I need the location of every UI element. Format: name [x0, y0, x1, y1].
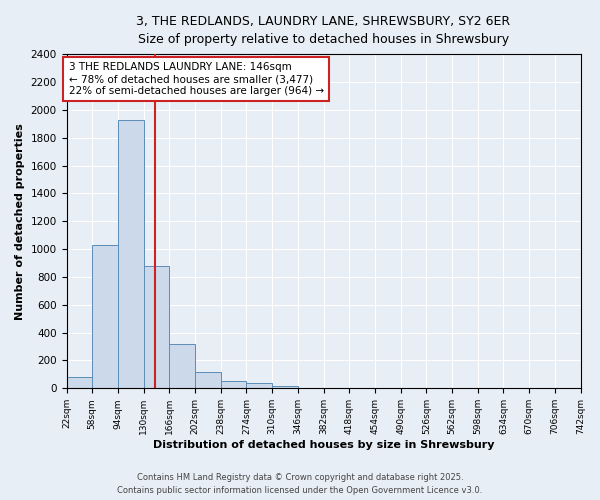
Bar — [143, 266, 169, 388]
Y-axis label: Number of detached properties: Number of detached properties — [15, 123, 25, 320]
Bar — [247, 384, 272, 388]
Text: 3 THE REDLANDS LAUNDRY LANE: 146sqm
← 78% of detached houses are smaller (3,477): 3 THE REDLANDS LAUNDRY LANE: 146sqm ← 78… — [68, 62, 324, 96]
Bar — [92, 245, 118, 388]
Bar — [118, 120, 143, 388]
Bar — [67, 377, 92, 388]
Title: 3, THE REDLANDS, LAUNDRY LANE, SHREWSBURY, SY2 6ER
Size of property relative to : 3, THE REDLANDS, LAUNDRY LANE, SHREWSBUR… — [136, 15, 511, 46]
Bar — [272, 386, 298, 388]
Bar — [221, 380, 247, 388]
X-axis label: Distribution of detached houses by size in Shrewsbury: Distribution of detached houses by size … — [153, 440, 494, 450]
Text: Contains HM Land Registry data © Crown copyright and database right 2025.
Contai: Contains HM Land Registry data © Crown c… — [118, 474, 482, 495]
Bar — [169, 344, 195, 389]
Bar — [195, 372, 221, 388]
